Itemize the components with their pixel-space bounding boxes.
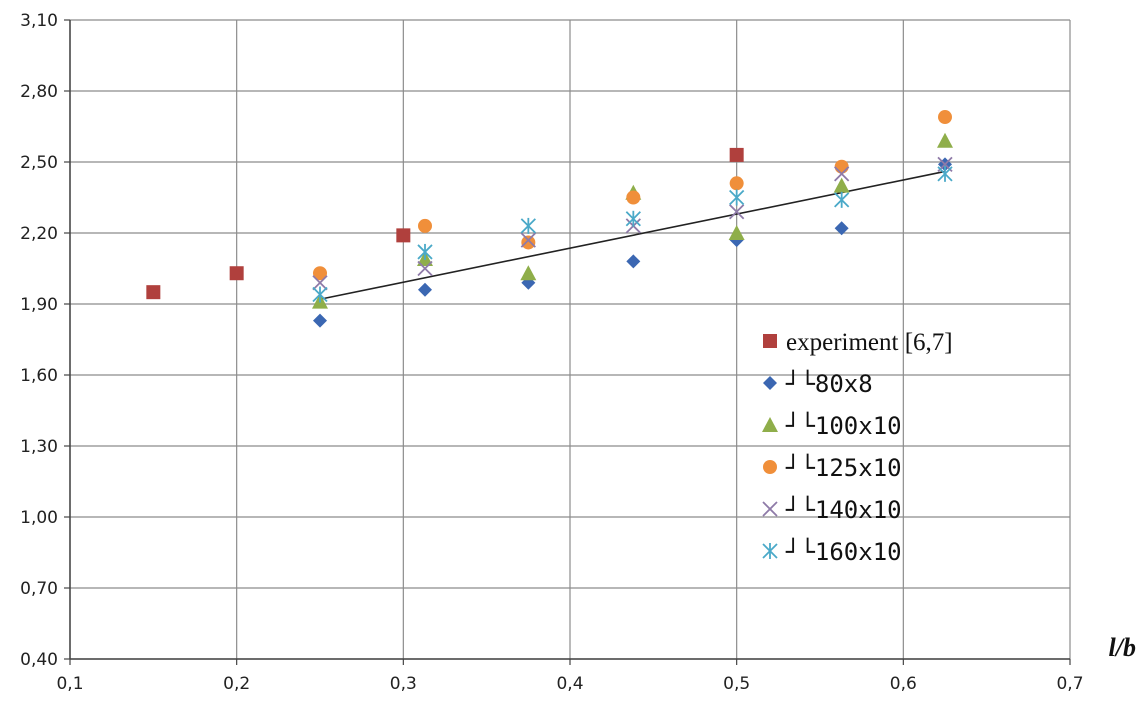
data-point bbox=[520, 217, 536, 234]
x-tick-label: 0,7 bbox=[1056, 674, 1083, 694]
y-tick-label: 3,10 bbox=[20, 11, 58, 31]
x-tick-label: 0,1 bbox=[56, 674, 83, 694]
x-tick-label: 0,3 bbox=[390, 674, 417, 694]
legend-marker bbox=[763, 334, 777, 348]
series-5 bbox=[312, 165, 953, 303]
legend-label: ┘└140x10 bbox=[785, 495, 902, 524]
legend-marker bbox=[763, 376, 777, 390]
series-1 bbox=[313, 157, 952, 328]
x-tick-label: 0,5 bbox=[723, 674, 750, 694]
legend-item: ┘└125x10 bbox=[763, 453, 902, 482]
data-point bbox=[938, 110, 952, 125]
data-point bbox=[417, 260, 433, 277]
data-point bbox=[418, 218, 432, 233]
y-tick-label: 2,20 bbox=[20, 224, 58, 244]
legend-item: experiment [6,7] bbox=[763, 329, 953, 356]
legend: experiment [6,7] ┘└80x8 ┘└100x10 ┘└125x10 ┘└… bbox=[762, 329, 953, 566]
data-point bbox=[520, 232, 536, 248]
legend-marker bbox=[762, 543, 778, 559]
data-point bbox=[834, 166, 850, 182]
data-point bbox=[728, 225, 745, 240]
data-point bbox=[313, 266, 327, 281]
data-point bbox=[626, 190, 641, 205]
legend-item: ┘└140x10 bbox=[762, 495, 902, 524]
data-point bbox=[418, 282, 432, 297]
legend-label: ┘└100x10 bbox=[785, 411, 902, 440]
x-tick-label: 0,2 bbox=[223, 674, 250, 694]
legend-item: ┘└80x8 bbox=[763, 369, 873, 398]
y-axis-ticks: 0,40 0,70 1,00 1,30 1,60 1,90 2,20 2,50 2,80 3,10 bbox=[20, 11, 70, 670]
data-point bbox=[937, 165, 953, 182]
y-tick-label: 1,60 bbox=[20, 366, 58, 386]
data-point bbox=[520, 265, 537, 281]
series-0 bbox=[146, 147, 744, 300]
data-point bbox=[313, 313, 327, 328]
legend-item: ┘└100x10 bbox=[762, 411, 902, 440]
y-tick-label: 0,70 bbox=[20, 579, 58, 599]
legend-marker bbox=[763, 460, 777, 474]
data-point bbox=[834, 221, 849, 236]
y-tick-label: 0,40 bbox=[20, 650, 58, 670]
data-point bbox=[625, 210, 641, 227]
data-point bbox=[834, 191, 850, 208]
x-tick-label: 0,4 bbox=[556, 674, 583, 694]
data-point bbox=[312, 275, 328, 291]
data-point bbox=[626, 254, 641, 269]
x-axis-ticks: 0,1 0,2 0,3 0,4 0,5 0,6 0,7 bbox=[56, 659, 1084, 694]
data-point bbox=[229, 266, 244, 281]
data-point bbox=[396, 228, 411, 243]
series-3 bbox=[313, 110, 952, 281]
data-points bbox=[146, 110, 953, 328]
x-axis-label: l/b bbox=[1109, 633, 1136, 662]
data-point bbox=[834, 159, 849, 174]
y-tick-label: 1,30 bbox=[20, 437, 58, 457]
legend-label: ┘└80x8 bbox=[785, 369, 873, 398]
data-point bbox=[833, 177, 850, 193]
legend-marker bbox=[762, 501, 778, 517]
data-point bbox=[729, 189, 745, 206]
data-point bbox=[521, 235, 536, 250]
data-point bbox=[312, 286, 328, 303]
x-tick-label: 0,6 bbox=[890, 674, 917, 694]
legend-marker bbox=[762, 417, 778, 432]
legend-label: experiment [6,7] bbox=[786, 329, 953, 356]
data-point bbox=[729, 147, 744, 162]
legend-item: ┘└160x10 bbox=[762, 537, 902, 566]
y-tick-label: 1,00 bbox=[20, 508, 58, 528]
data-point bbox=[937, 132, 953, 148]
data-point bbox=[417, 243, 433, 260]
legend-label: ┘└125x10 bbox=[785, 453, 902, 482]
y-tick-label: 2,50 bbox=[20, 153, 58, 173]
data-point bbox=[729, 176, 744, 191]
legend-label: ┘└160x10 bbox=[785, 537, 902, 566]
data-point bbox=[146, 285, 161, 300]
y-tick-label: 1,90 bbox=[20, 295, 58, 315]
data-point bbox=[729, 204, 745, 220]
y-tick-label: 2,80 bbox=[20, 82, 58, 102]
